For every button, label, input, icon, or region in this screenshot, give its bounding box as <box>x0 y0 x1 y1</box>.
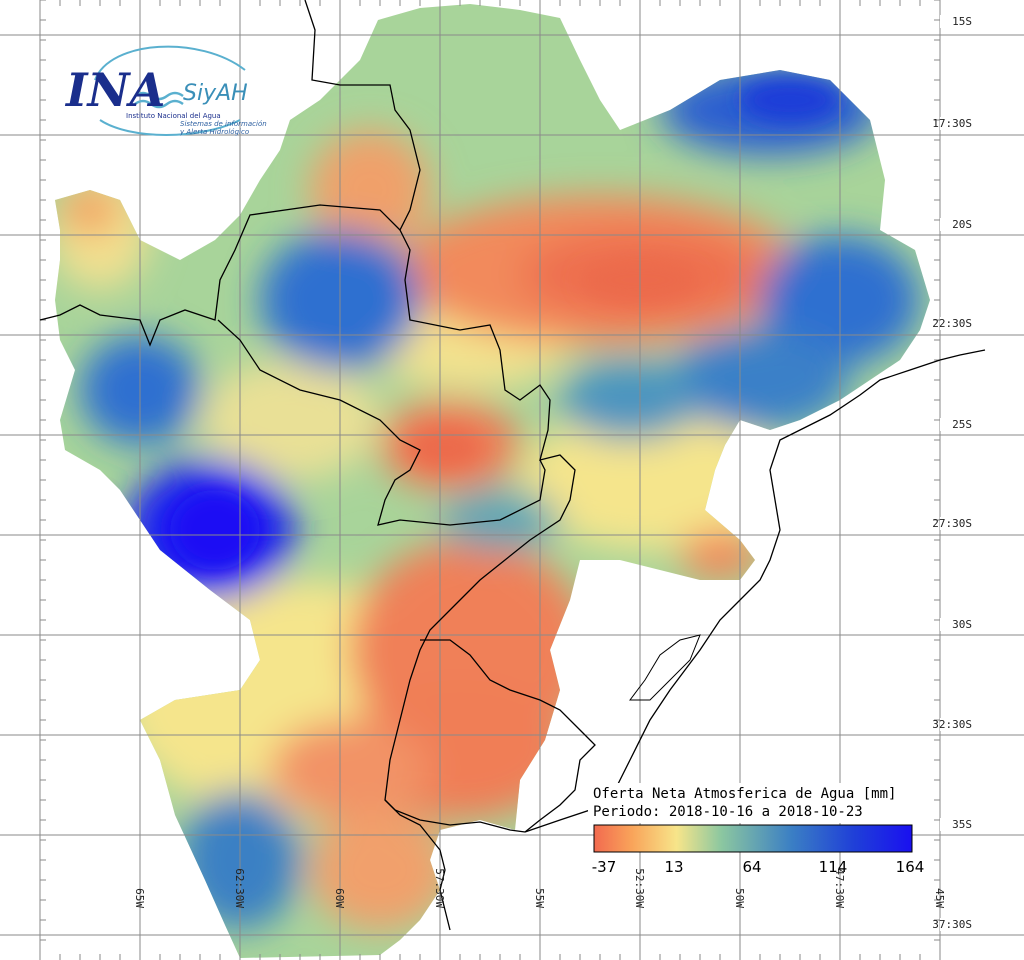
longitude-label: 60W <box>333 888 346 908</box>
latitude-label: 22:30S <box>932 317 972 330</box>
wave-icon <box>134 91 184 101</box>
longitude-label: 57:30W <box>433 868 446 908</box>
logo-ina-text: INA <box>64 63 165 117</box>
logo-tagline-2: y Alerta Hidrológico <box>179 128 249 136</box>
colorbar-tick-label: 64 <box>742 858 761 876</box>
map-title: Oferta Neta Atmosferica de Agua [mm] Per… <box>588 783 918 823</box>
colorbar-tick-label: 164 <box>896 858 925 876</box>
ina-siyah-logo: INA SiyAH Instituto Nacional del Agua Si… <box>64 45 267 136</box>
latitude-label: 32:30S <box>932 718 972 731</box>
logo-tagline-1: Sistemas de información <box>180 120 267 128</box>
longitude-label: 62:30W <box>233 868 246 908</box>
title-line-1: Oferta Neta Atmosferica de Agua [mm] <box>593 786 896 802</box>
longitude-label: 65W <box>133 888 146 908</box>
latitude-label: 15S <box>952 15 972 28</box>
logo-institute-text: Instituto Nacional del Agua <box>126 112 221 120</box>
latitude-label: 27:30S <box>932 517 972 530</box>
colorbar-gradient <box>593 824 913 853</box>
longitude-label: 50W <box>733 888 746 908</box>
latitude-label: 20S <box>952 218 972 231</box>
longitude-labels: 65W 62:30W 60W 57:30W 55W 52:30W 50W 47:30W 45W <box>133 868 946 908</box>
latitude-label: 25S <box>952 418 972 431</box>
latitude-label: 17:30S <box>932 117 972 130</box>
longitude-label: 47:30W <box>833 868 846 908</box>
latitude-labels: 15S 17:30S 20S 22:30S 25S 27:30S 30S 32:30S 35S 3… <box>932 15 974 931</box>
precipitation-field <box>55 4 930 958</box>
longitude-label: 55W <box>533 888 546 908</box>
latitude-label: 30S <box>952 618 972 631</box>
colorbar-tick-label: 13 <box>664 858 683 876</box>
colorbar: -37 13 64 114 164 <box>592 824 925 876</box>
latitude-label: 37:30S <box>932 918 972 931</box>
title-line-2: Periodo: 2018-10-16 a 2018-10-23 <box>593 804 863 820</box>
latitude-label: 35S <box>952 818 972 831</box>
logo-siyah-text: SiyAH <box>183 81 248 106</box>
colorbar-tick-label: -37 <box>592 858 617 876</box>
longitude-label: 52:30W <box>633 868 646 908</box>
colorbar-tick-label: 114 <box>819 858 848 876</box>
political-borders <box>39 0 986 931</box>
longitude-label: 45W <box>933 888 946 908</box>
